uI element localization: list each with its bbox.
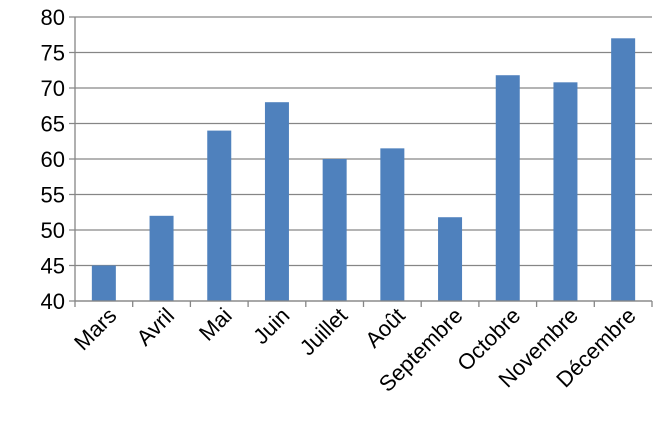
bar-août	[380, 148, 405, 301]
y-tick-label: 80	[41, 5, 65, 30]
y-tick-label: 65	[41, 112, 65, 137]
x-tick-label: Août	[360, 303, 410, 353]
x-tick-label: Juillet	[295, 303, 352, 360]
x-tick-label: Avril	[131, 303, 179, 351]
x-tick-label: Juin	[248, 303, 294, 349]
y-tick-label: 75	[41, 41, 65, 66]
bars	[91, 38, 636, 302]
y-tick-label: 50	[41, 218, 65, 243]
y-tick-label: 55	[41, 183, 65, 208]
bar-juillet	[322, 159, 347, 301]
y-tick-label: 45	[41, 254, 65, 279]
bar-avril	[149, 215, 174, 301]
axes	[74, 17, 653, 307]
y-tick-label: 60	[41, 147, 65, 172]
x-axis-tick-labels: Mars Avril Mai Juin Juillet AoûtSeptembreOcto…	[69, 303, 641, 397]
bar-mars	[91, 265, 116, 301]
bar-juin	[264, 102, 289, 301]
y-tick-label: 70	[41, 76, 65, 101]
y-axis-tick-labels: 40 45 50 55 60 65 70 75 80	[41, 5, 65, 314]
x-tick-label: Mai	[194, 303, 237, 346]
bar-mai	[207, 130, 232, 301]
bar-septembre	[438, 217, 463, 301]
y-tick-label: 40	[41, 289, 65, 314]
bar-octobre	[495, 75, 520, 301]
bar-novembre	[553, 82, 578, 301]
x-tick-label: Mars	[69, 303, 121, 355]
bar-décembre	[611, 38, 636, 302]
